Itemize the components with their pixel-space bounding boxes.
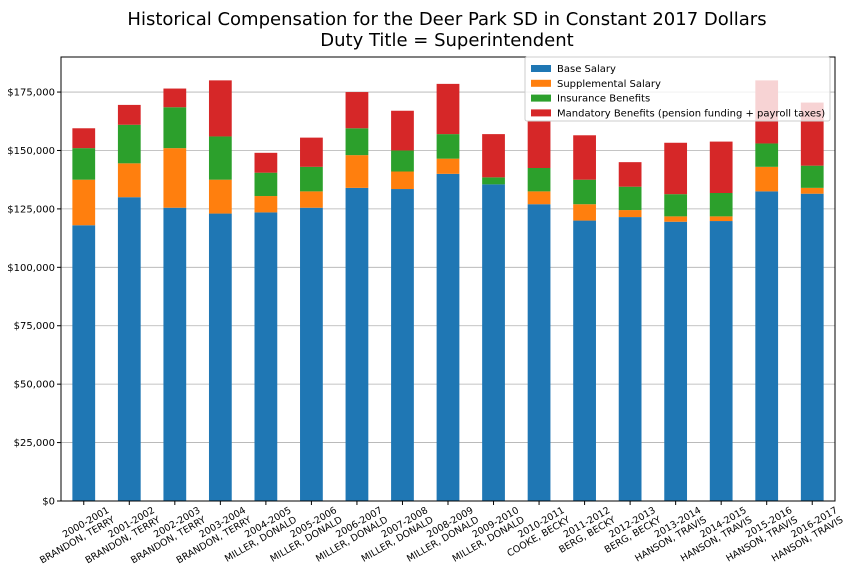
bar-segment-mandatory	[527, 121, 551, 168]
y-tick-label: $125,000	[7, 204, 55, 215]
bar-segment-base	[254, 212, 278, 501]
bar-segment-mandatory	[573, 135, 596, 180]
bar-segment-supplemental	[163, 148, 187, 208]
bar-segment-insurance	[300, 166, 323, 192]
legend-swatch	[531, 94, 551, 102]
bar-segment-supplemental	[345, 155, 369, 188]
bar-segment-mandatory	[208, 80, 232, 137]
y-tick-label: $175,000	[7, 88, 55, 99]
bar-segment-insurance	[527, 168, 551, 192]
bar-segment-supplemental	[436, 158, 460, 174]
bar-segment-supplemental	[664, 216, 688, 222]
bar-segment-insurance	[345, 128, 369, 156]
y-tick-label: $25,000	[14, 438, 55, 449]
bar-segment-mandatory	[163, 88, 187, 108]
legend-swatch	[531, 65, 551, 72]
bar-segment-insurance	[800, 165, 824, 188]
bar-segment-insurance	[482, 177, 505, 185]
bar-segment-mandatory	[436, 83, 460, 135]
bar-segment-mandatory	[254, 152, 278, 173]
bar-segment-mandatory	[300, 137, 323, 167]
y-tick-label: $75,000	[14, 321, 55, 332]
bar-segment-base	[163, 207, 187, 501]
bar-segment-insurance	[391, 150, 414, 172]
bar-segment-base	[800, 193, 824, 501]
bar-segment-base	[436, 173, 460, 501]
bar-segment-insurance	[618, 186, 642, 211]
bar-segment-base	[482, 184, 505, 501]
bar-segment-supplemental	[117, 163, 141, 198]
bar-segment-base	[709, 221, 733, 501]
bar-segment-insurance	[163, 107, 187, 149]
bar-segment-mandatory	[709, 141, 733, 194]
bar-segment-insurance	[254, 172, 278, 197]
bar-segment-insurance	[72, 148, 96, 180]
bar-segment-supplemental	[391, 171, 414, 190]
y-tick-label: $100,000	[7, 263, 55, 274]
bar-segment-base	[345, 187, 369, 501]
bar-segment-insurance	[709, 193, 733, 217]
bar-segment-insurance	[208, 136, 232, 180]
bar-segment-supplemental	[208, 179, 232, 214]
bar-segment-mandatory	[482, 134, 505, 178]
legend-label: Base Salary	[557, 64, 616, 75]
legend-swatch	[531, 109, 551, 117]
bar-segment-supplemental	[800, 187, 824, 194]
bar-segment-mandatory	[117, 104, 141, 125]
bar-segment-supplemental	[254, 196, 278, 213]
bar-segment-base	[300, 207, 323, 501]
bar-segment-insurance	[117, 124, 141, 164]
legend-label: Insurance Benefits	[557, 94, 650, 105]
bar-segment-supplemental	[527, 191, 551, 205]
bar-segment-insurance	[436, 134, 460, 159]
bar-segment-base	[573, 220, 596, 501]
y-tick-label: $50,000	[14, 380, 55, 391]
bar-segment-base	[527, 204, 551, 501]
bar-segment-insurance	[664, 194, 688, 217]
bar-segment-supplemental	[300, 191, 323, 208]
bar-segment-insurance	[573, 179, 596, 205]
bar-segment-supplemental	[573, 204, 596, 221]
legend-label: Supplemental Salary	[557, 79, 661, 90]
bar-segment-base	[618, 217, 642, 502]
legend: Base Salary Supplemental Salary Insurance …	[524, 56, 831, 122]
bar-segment-base	[664, 221, 688, 501]
bar-segment-supplemental	[709, 216, 733, 222]
legend-box	[524, 56, 831, 122]
chart-title: Historical Compensation for the Deer Par…	[127, 9, 766, 30]
bars	[72, 80, 824, 502]
y-tick-label: $150,000	[7, 146, 55, 157]
bar-segment-base	[755, 191, 779, 502]
bar-segment-mandatory	[72, 128, 96, 149]
bar-segment-base	[72, 225, 96, 501]
bar-segment-mandatory	[391, 110, 414, 151]
y-tick-label: $0	[42, 497, 55, 508]
bar-segment-base	[208, 213, 232, 501]
bar-segment-supplemental	[755, 166, 779, 192]
bar-segment-mandatory	[618, 162, 642, 187]
bar-segment-base	[391, 189, 414, 501]
bar-segment-base	[117, 197, 141, 502]
bar-segment-mandatory	[664, 142, 688, 195]
bar-segment-mandatory	[345, 92, 369, 129]
bar-segment-supplemental	[618, 210, 642, 218]
chart-subtitle: Duty Title = Superintendent	[320, 30, 573, 51]
bar-segment-supplemental	[72, 179, 96, 226]
legend-label: Mandatory Benefits (pension funding + pa…	[557, 108, 825, 119]
bar-segment-insurance	[755, 143, 779, 167]
y-axis: $0 $25,000 $50,000 $75,000 $100,000 $125,000 $…	[7, 88, 61, 508]
legend-swatch	[531, 79, 551, 87]
